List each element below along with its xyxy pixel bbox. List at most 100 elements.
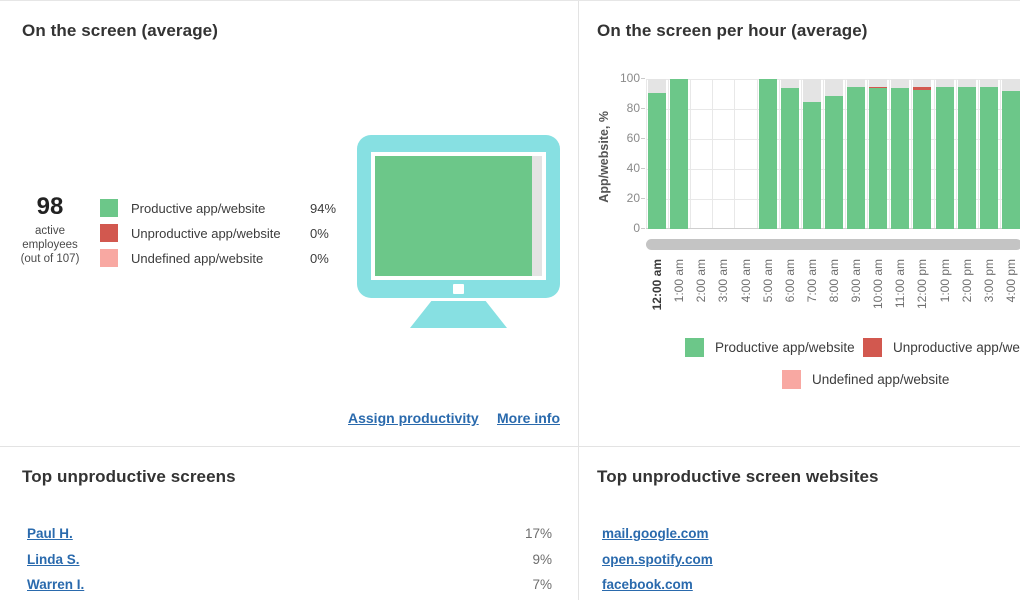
x-tick-label: 1:00 am [672,259,687,303]
x-tick-label: 1:00 pm [937,259,952,303]
bar-productive [891,88,909,229]
panel-top-unproductive-screens: Top unproductive screens Paul H. 17% Lin… [0,447,578,600]
gridline [757,79,758,228]
vertical-divider [578,1,579,600]
panel-screen-average: On the screen (average) 98 active employ… [0,1,578,446]
bar-remainder [847,79,865,87]
bar-unproductive [869,86,887,88]
bar-productive [913,89,931,229]
gridline [934,79,935,228]
unproductive-percent: 17% [524,526,552,541]
unproductive-color-swatch [863,338,882,357]
employee-link[interactable]: Warren I. [27,577,85,592]
x-tick-label: 7:00 am [804,259,819,303]
x-tick-label: 2:00 am [694,259,709,303]
legend-label: Unproductive app/website [893,340,1020,355]
x-tick-label: 4:00 pm [1003,259,1018,303]
y-tick-label: 60 [626,131,640,145]
y-tick-mark [641,198,645,199]
gridline [690,79,691,228]
legend-item-productive: Productive app/website 94% [100,199,336,217]
bar-remainder [958,79,976,87]
stat-caption-line: employees [22,239,78,251]
monitor-screen-rest-fill [531,156,542,276]
stat-caption-line: (out of 107) [20,253,80,265]
assign-productivity-link[interactable]: Assign productivity [348,410,479,426]
monitor-stand [410,301,507,328]
gridline [978,79,979,228]
legend-label: Unproductive app/website [131,225,281,241]
chart-legend-unproductive: Unproductive app/website [863,338,1020,357]
gridline [646,79,647,228]
monitor-button [453,284,464,294]
list-item: mail.google.com [579,526,1020,544]
bar-remainder [781,79,799,88]
panel-title: On the screen (average) [22,21,218,40]
website-link[interactable]: mail.google.com [602,526,709,541]
bar-productive [980,86,998,229]
bar-productive [1002,91,1020,229]
panel-title: Top unproductive screens [22,467,236,486]
list-item: open.spotify.com [579,552,1020,570]
bar-remainder [803,79,821,102]
gridline [734,79,735,228]
more-info-link[interactable]: More info [497,410,560,426]
bar-productive [847,86,865,229]
x-tick-label: 12:00 pm [915,259,930,310]
x-tick-label: 9:00 am [849,259,864,303]
panel-title: Top unproductive screen websites [597,467,879,486]
employee-link[interactable]: Paul H. [27,526,73,541]
x-tick-label: 10:00 am [871,259,886,310]
y-tick-mark [641,228,645,229]
gridline [889,79,890,228]
x-tick-label: 12:00 am [650,259,665,311]
monitor-screen-productive-fill [375,156,532,276]
y-tick-label: 80 [626,101,640,115]
bar-remainder [825,79,843,96]
bar-productive [759,79,777,229]
x-tick-label: 6:00 am [782,259,797,303]
gridline [668,79,669,228]
bar-remainder [913,79,931,87]
bar-productive [781,88,799,229]
employee-link[interactable]: Linda S. [27,552,80,567]
chart-legend-undefined: Undefined app/website [782,370,949,389]
x-tick-label: 2:00 pm [959,259,974,303]
website-link[interactable]: open.spotify.com [602,552,713,567]
bar-productive [936,86,954,229]
bar-productive [869,88,887,229]
list-item: Paul H. 17% [0,526,578,544]
gridline [779,79,780,228]
monitor-screen [371,152,546,280]
legend-label: Productive app/website [715,340,855,355]
y-tick-mark [641,168,645,169]
per-hour-bar-chart [646,79,1020,229]
productive-color-swatch [100,199,118,217]
panel-screen-per-hour: On the screen per hour (average) App/web… [579,1,1020,446]
productive-color-swatch [685,338,704,357]
legend-label: Productive app/website [131,200,266,216]
legend-label: Undefined app/website [812,372,950,387]
bar-productive [825,95,843,229]
x-tick-label: 11:00 am [893,259,908,309]
undefined-color-swatch [100,249,118,267]
gridline [845,79,846,228]
gridline [911,79,912,228]
x-tick-label: 8:00 am [827,259,841,303]
y-tick-label: 40 [626,161,640,175]
y-tick-mark [641,108,645,109]
legend-value: 0% [310,225,329,241]
bar-productive [958,86,976,229]
unproductive-color-swatch [100,224,118,242]
website-link[interactable]: facebook.com [602,577,693,592]
list-item: Linda S. 9% [0,552,578,570]
chart-scrollbar[interactable] [646,239,1020,250]
legend-value: 0% [310,250,329,266]
gridline [1000,79,1001,228]
list-item: Warren I. 7% [0,577,578,595]
unproductive-percent: 9% [532,552,552,567]
horizontal-divider [0,446,1020,447]
unproductive-percent: 7% [532,577,552,592]
bar-remainder [648,79,666,93]
